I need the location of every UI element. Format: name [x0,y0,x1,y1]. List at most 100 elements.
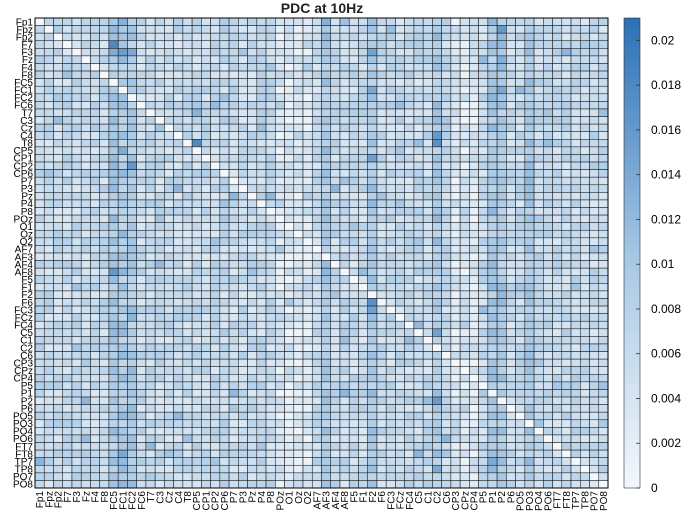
heatmap-cell [311,63,322,72]
heatmap-cell [127,101,137,110]
row-label: P5 [21,381,34,392]
heatmap-cell [182,396,193,405]
heatmap-cell [450,351,461,360]
heatmap-cell [395,343,405,352]
heatmap-cell [570,169,581,178]
heatmap-cell [598,336,609,345]
heatmap-cell [515,25,526,34]
heatmap-cell [182,63,193,72]
heatmap-cell [247,25,258,34]
heatmap-cell [570,283,581,292]
heatmap-cell [210,358,221,367]
heatmap-cell [265,328,276,337]
heatmap-cell [450,93,461,102]
heatmap-cell [43,32,54,42]
heatmap-cell [515,207,526,216]
heatmap-cell [358,275,368,284]
heatmap-cell [321,298,332,307]
heatmap-cell [524,275,535,284]
heatmap-cell [164,25,174,34]
heatmap-cell [284,480,295,489]
heatmap-cell [108,275,119,284]
heatmap-cell [34,116,45,125]
heatmap-cell [62,93,73,102]
heatmap-cell [422,358,433,367]
heatmap-cell [127,32,137,42]
heatmap-cell [496,146,507,155]
heatmap-cell [496,434,507,443]
heatmap-cell [459,434,470,443]
heatmap-cell [579,176,590,186]
heatmap-cell [348,85,359,95]
heatmap-cell [80,207,91,216]
heatmap-cell [561,434,572,443]
heatmap-cell [478,229,489,239]
heatmap-cell [339,40,350,49]
heatmap-cell [450,199,461,208]
heatmap-cell [275,25,285,34]
heatmap-cell [275,457,285,466]
heatmap-cell [450,275,461,284]
heatmap-cell [108,434,119,443]
heatmap-cell [145,472,156,481]
heatmap-cell [311,358,322,367]
heatmap-cell [533,411,544,421]
heatmap-cell [506,108,516,117]
column-label: F2 [368,491,379,503]
heatmap-cell [487,78,498,87]
heatmap-cell [108,78,119,87]
heatmap-cell [561,260,572,269]
heatmap-cell [117,419,128,428]
heatmap-cell [459,55,470,64]
heatmap-cell [367,169,378,178]
heatmap-cell [173,176,184,186]
heatmap-cell [487,290,498,299]
heatmap-cell [478,374,489,383]
heatmap-cell [321,267,332,277]
heatmap-cell [570,116,581,125]
heatmap-cell [321,374,332,383]
heatmap-cell [533,343,544,352]
heatmap-cell [515,298,526,307]
heatmap-cell [90,214,100,223]
heatmap-cell [506,199,516,208]
heatmap-cell [201,146,211,155]
heatmap-cell [219,222,230,231]
heatmap-cell [127,358,137,367]
heatmap-cell [543,48,553,57]
heatmap-cell [164,305,174,314]
heatmap-cell [533,358,544,367]
heatmap-cell [53,229,63,239]
heatmap-cell [219,381,230,390]
heatmap-cell [247,320,258,330]
heatmap-cell [191,40,202,49]
heatmap-cell [43,93,54,102]
row-label: PO5 [13,411,33,422]
heatmap-cell [579,245,590,254]
heatmap-cell [302,48,313,57]
heatmap-cell [293,131,304,140]
heatmap-cell [395,374,405,383]
heatmap-cell [71,17,82,26]
heatmap-cell [154,139,165,148]
heatmap-cell [385,343,396,352]
heatmap-cell [127,313,137,322]
heatmap-cell [302,40,313,49]
heatmap-cell [487,169,498,178]
heatmap-cell [413,260,424,269]
heatmap-cell [182,343,193,352]
heatmap-cell [376,275,387,284]
heatmap-cell [117,343,128,352]
column-label: O1 [285,491,296,505]
heatmap-cell [256,449,267,458]
heatmap-cell [34,48,45,57]
heatmap-cell [219,48,230,57]
heatmap-cell [321,199,332,208]
heatmap-cell [182,214,193,223]
heatmap-cell [515,343,526,352]
heatmap-cell [404,123,415,132]
heatmap-cell [598,374,609,383]
heatmap-cell [579,290,590,299]
heatmap-cell [589,396,600,405]
heatmap-cell [34,404,45,413]
